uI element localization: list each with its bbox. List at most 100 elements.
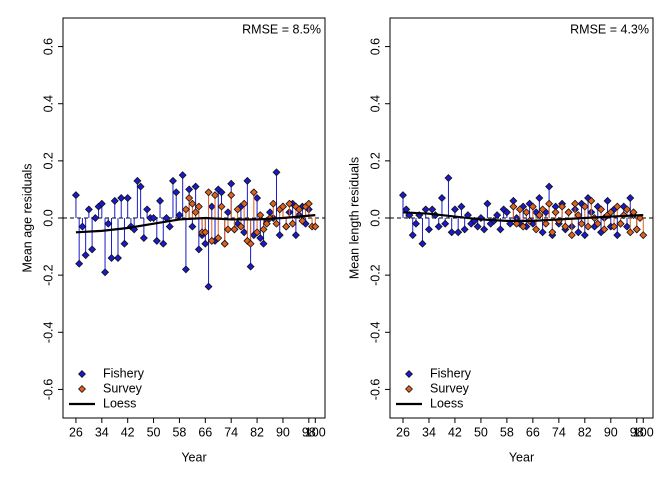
residual-point (545, 182, 554, 191)
residual-point (457, 202, 466, 211)
residual-point (110, 196, 119, 205)
x-tick-label: 34 (95, 425, 109, 439)
residual-point (558, 202, 567, 211)
residual-point (616, 219, 625, 228)
y-tick-label: 0.2 (368, 152, 382, 169)
residual-point (483, 199, 492, 208)
residual-point (191, 208, 200, 217)
x-tick-label: 66 (526, 425, 540, 439)
x-tick-label: 26 (396, 425, 410, 439)
legend-swatch (405, 370, 413, 378)
residual-point (101, 268, 110, 277)
residual-point (194, 245, 203, 254)
residual-point (597, 205, 606, 214)
residual-point (191, 182, 200, 191)
residual-point (593, 219, 602, 228)
residual-point (285, 199, 294, 208)
residual-point (571, 199, 580, 208)
residual-point (408, 231, 417, 240)
residual-point (188, 222, 197, 231)
residual-point (207, 202, 216, 211)
residual-point (117, 194, 126, 202)
y-tick-label: 0.0 (368, 209, 382, 226)
residual-point (577, 219, 586, 228)
residual-point (528, 202, 537, 211)
residual-point (91, 214, 100, 222)
x-tick-label: 74 (552, 425, 566, 439)
y-axis-label: Mean length residuals (347, 157, 361, 279)
x-tick-label: 42 (121, 425, 135, 439)
residual-point (522, 208, 531, 217)
residual-point (311, 222, 320, 231)
residual-point (587, 196, 596, 205)
legend-swatch (405, 385, 413, 393)
residual-point (259, 225, 268, 234)
residual-point (519, 222, 528, 231)
residual-point (194, 202, 203, 211)
residual-point (515, 205, 524, 214)
residual-point (204, 282, 213, 291)
y-tick-label: -0.6 (41, 379, 55, 401)
residual-point (240, 228, 249, 237)
legend-label: Loess (103, 396, 136, 410)
y-tick-label: 0.0 (41, 209, 55, 226)
residual-point (149, 214, 158, 222)
residual-point (610, 222, 619, 231)
x-tick-label: 98 (630, 425, 644, 439)
x-tick-label: 42 (448, 425, 462, 439)
residual-point (473, 222, 482, 231)
residual-point (114, 254, 122, 262)
residual-point (181, 205, 190, 214)
y-tick-label: 0.6 (368, 38, 382, 55)
panel: -0.6 -0.4 -0.2 0.0 0.2 0.4 0.6 26 34 42 50 58 66 74 82… (347, 17, 654, 464)
residual-point (227, 191, 236, 200)
x-tick-label: 26 (69, 425, 83, 439)
residual-point (603, 196, 612, 205)
residual-point (75, 259, 84, 268)
x-tick-label: 100 (305, 425, 326, 439)
residual-point (84, 205, 93, 214)
x-tick-label: 50 (474, 425, 488, 439)
residual-point (120, 239, 129, 248)
residual-point (535, 194, 544, 202)
residual-point (217, 188, 226, 197)
residual-point (600, 225, 609, 234)
x-tick-label: 58 (172, 425, 186, 439)
residual-point (574, 228, 583, 237)
x-tick-label: 34 (422, 425, 436, 439)
residual-point (509, 202, 518, 211)
residual-point (291, 231, 300, 240)
residual-point (428, 205, 437, 214)
legend-swatch (78, 370, 86, 378)
residual-point (249, 188, 258, 197)
x-tick-label: 90 (604, 425, 618, 439)
residual-point (104, 219, 113, 228)
residual-point (304, 199, 313, 208)
residual-point (178, 171, 187, 180)
residual-point (272, 168, 281, 177)
residual-point (434, 222, 443, 231)
y-tick-label: -0.4 (368, 321, 382, 343)
residual-point (207, 236, 216, 245)
residual-point (441, 219, 450, 228)
residual-point (71, 191, 80, 200)
residual-point (626, 194, 635, 202)
x-tick-label: 100 (633, 425, 654, 439)
x-axis-label: Year (509, 450, 534, 464)
residual-point (172, 188, 181, 197)
residual-point (236, 222, 245, 231)
y-tick-label: -0.6 (368, 379, 382, 401)
residual-point (136, 182, 145, 191)
residual-point (295, 205, 304, 214)
loess-line (402, 211, 644, 222)
residual-point (282, 222, 291, 231)
residual-point (532, 225, 541, 234)
residual-point (223, 208, 232, 217)
residual-point (450, 205, 459, 214)
residual-point (272, 219, 281, 228)
residual-point (223, 225, 232, 234)
residual-point (78, 222, 87, 231)
y-tick-label: 0.6 (41, 38, 55, 55)
legend-label: Survey (103, 381, 143, 395)
